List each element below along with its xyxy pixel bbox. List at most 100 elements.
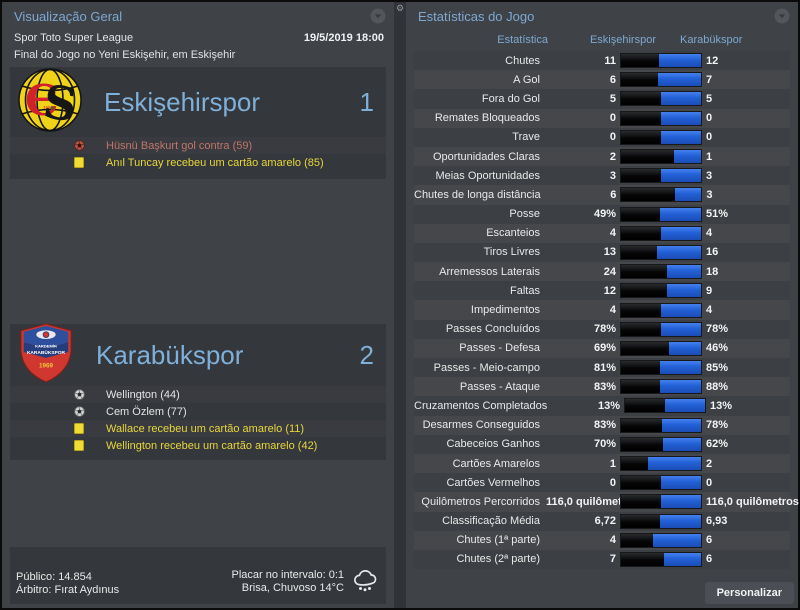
stat-away-value: 2	[706, 457, 713, 470]
stat-bar	[620, 187, 703, 203]
yellow-card-icon	[74, 423, 84, 434]
stat-label: Passes - Meio-campo	[433, 361, 540, 374]
stat-away-value: 7	[706, 73, 713, 86]
collapse-overview-button[interactable]	[370, 8, 386, 24]
stat-row: Cartões Amarelos 1 2	[414, 453, 790, 474]
stat-bar-home	[621, 457, 648, 471]
stat-away-value: 9	[706, 284, 713, 297]
stat-home-value: 6	[610, 188, 617, 201]
halftime-score-text: Placar no intervalo: 0:1	[231, 569, 344, 581]
stat-bar-home	[621, 533, 653, 547]
stat-home-value: 2	[609, 150, 616, 163]
stat-bar-home	[621, 150, 675, 164]
stat-bar-away	[657, 73, 701, 87]
chevron-down-icon	[370, 8, 386, 24]
event-text: Cem Özlem (77)	[106, 405, 187, 418]
stat-home-value: 81%	[593, 361, 616, 374]
stat-bar-away	[666, 265, 701, 279]
stat-row: Chutes (1ª parte) 4 6	[414, 530, 790, 550]
stat-bar	[620, 340, 702, 356]
match-footer: Público: 14.854 Árbitro: Fırat Aydınus P…	[10, 547, 386, 604]
stat-away-value: 78%	[706, 419, 729, 432]
stat-label: Cabeceios Ganhos	[446, 438, 540, 451]
stat-label: Meias Oportunidades	[435, 169, 540, 182]
stat-row: Oportunidades Claras 2 1	[414, 146, 790, 167]
stat-bar-away	[660, 514, 701, 528]
stat-bar-home	[621, 111, 661, 125]
stat-bar-home	[621, 361, 661, 375]
home-team-name: Eskişehirspor	[104, 86, 261, 117]
stat-bar	[620, 53, 702, 69]
stat-bar-home	[621, 303, 661, 317]
stat-row: Trave 0 0	[414, 127, 790, 147]
stat-column-header: Estatística	[497, 34, 548, 46]
stat-row: Fora do Gol 5 5	[414, 89, 790, 109]
stats-column-headers: Estatística Eskişehirspor Karabükspor	[414, 34, 790, 52]
stat-away-value: 1	[706, 150, 713, 163]
attendance-text: Público: 14.854	[16, 571, 92, 583]
home-team-header: Є S 1965 Eskişehirspor 1	[10, 67, 386, 137]
stat-home-value: 0	[609, 112, 616, 125]
collapse-stats-button[interactable]	[774, 8, 790, 24]
stat-label: Cruzamentos Completados	[414, 399, 548, 412]
personalizar-button[interactable]: Personalizar	[704, 582, 794, 604]
stat-bar-home	[621, 495, 661, 509]
event-row: Wallace recebeu um cartão amarelo (11)	[10, 420, 386, 437]
stat-home-value: 12	[603, 284, 616, 297]
stat-bar	[620, 551, 702, 567]
stat-row: Remates Bloqueados 0 0	[414, 108, 790, 128]
home-team-score: 1	[359, 86, 374, 117]
splitter-gear-icon[interactable]: ⚙	[395, 3, 405, 13]
stat-row: Passes Concluídos 78% 78%	[414, 319, 790, 339]
stat-row: Desarmes Conseguidos 83% 78%	[414, 415, 790, 435]
yellow-card-icon	[74, 157, 84, 168]
stat-away-value: 0	[706, 476, 713, 489]
stat-row: Faltas 12 9	[414, 281, 790, 301]
stat-bar-away	[664, 399, 705, 413]
stat-row: Cartões Vermelhos 0 0	[414, 473, 790, 493]
stat-away-value: 12	[706, 54, 719, 67]
stat-bar-away	[666, 284, 701, 298]
stats-panel-title: Estatísticas do Jogo	[418, 9, 535, 24]
stat-bar-away	[661, 322, 701, 336]
goal-ball-icon	[73, 406, 85, 417]
goal-ball-icon	[73, 389, 85, 400]
stat-label: Arremessos Laterais	[439, 265, 540, 278]
stat-row: Cabeceios Ganhos 70% 62%	[414, 434, 790, 454]
stat-away-value: 46%	[706, 342, 729, 355]
stat-row: Passes - Ataque 83% 88%	[414, 377, 790, 397]
stat-bar-away	[661, 226, 701, 240]
stat-away-value: 6,93	[706, 515, 728, 528]
stat-home-value: 6,72	[594, 515, 616, 528]
stat-bar-home	[621, 476, 661, 490]
stat-bar-home	[621, 437, 664, 451]
stat-label: Chutes	[505, 54, 540, 67]
stat-bar	[620, 513, 702, 529]
stat-home-value: 3	[609, 169, 616, 182]
stat-home-value: 70%	[593, 438, 616, 451]
stat-home-value: 116,0 quilômetros	[546, 495, 639, 508]
svg-text:KARABÜKSPOR: KARABÜKSPOR	[27, 348, 66, 355]
match-datetime: 19/5/2019 18:00	[303, 32, 384, 44]
stat-bar-home	[621, 514, 661, 528]
stat-bar-home	[621, 418, 663, 432]
stat-bar-home	[621, 265, 667, 279]
panel-splitter[interactable]: ⚙	[394, 2, 406, 608]
stat-bar-away	[660, 207, 701, 221]
stat-home-value: 78%	[593, 323, 616, 336]
stat-away-value: 116,0 quilômetros	[706, 495, 799, 508]
stat-row: Chutes 11 12	[414, 51, 790, 71]
stat-row: Chutes (2ª parte) 7 6	[414, 549, 790, 570]
stat-bar-home	[621, 322, 661, 336]
stat-bar-away	[659, 380, 701, 394]
event-text: Anıl Tuncay recebeu um cartão amarelo (8…	[106, 156, 324, 169]
stat-bar-away	[674, 150, 701, 164]
stat-away-value: 3	[706, 169, 713, 182]
stat-home-value: 24	[603, 265, 616, 278]
stat-away-value: 6	[706, 553, 713, 566]
stat-bar-away	[653, 533, 701, 547]
event-row: Hüsnü Başkurt gol contra (59)	[10, 137, 386, 154]
stat-away-value: 78%	[706, 323, 729, 336]
stat-bar-away	[661, 495, 701, 509]
